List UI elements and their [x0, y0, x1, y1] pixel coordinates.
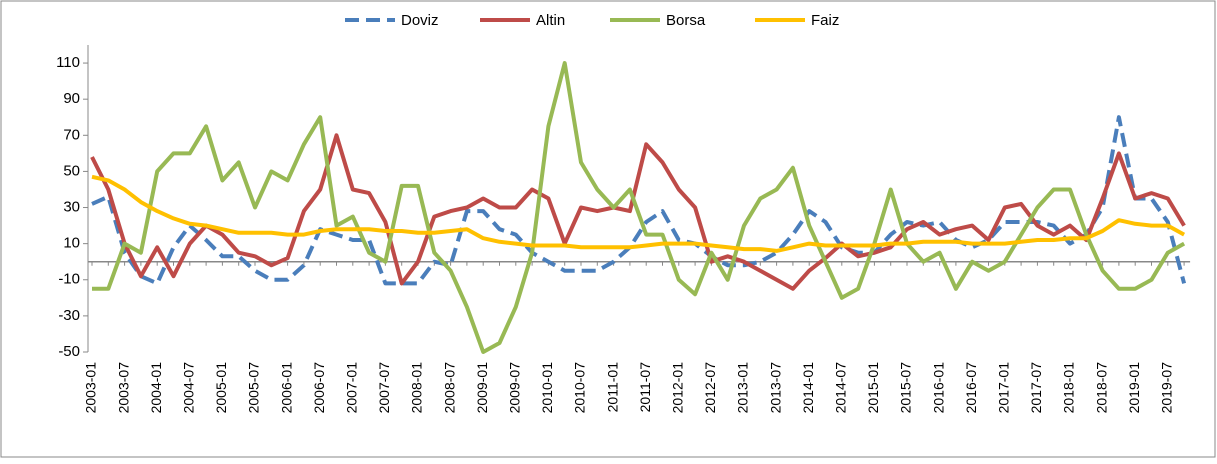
- y-tick-label: 30: [63, 198, 80, 215]
- x-tick-label: 2006-07: [311, 362, 327, 414]
- x-tick-label: 2008-01: [409, 362, 425, 414]
- x-tick-label: 2008-07: [441, 362, 457, 414]
- x-tick-label: 2015-07: [898, 362, 914, 414]
- x-tick-label: 2018-01: [1061, 362, 1077, 414]
- x-tick-label: 2011-01: [604, 362, 620, 413]
- x-tick-label: 2015-01: [865, 362, 881, 414]
- x-tick-label: 2003-01: [83, 362, 99, 414]
- series-line: [91, 174, 1186, 253]
- y-tick-label: -10: [58, 271, 80, 288]
- x-tick-label: 2019-07: [1159, 362, 1175, 414]
- x-tick-label: 2012-01: [670, 362, 686, 414]
- x-tick-label: 2005-07: [246, 362, 262, 414]
- x-tick-label: 2013-07: [767, 362, 783, 414]
- legend-label: Borsa: [666, 12, 706, 29]
- legend-label: Faiz: [811, 12, 839, 29]
- series-line: [92, 61, 1186, 354]
- x-tick-label: 2009-01: [474, 362, 490, 414]
- y-tick-label: 10: [63, 235, 80, 252]
- x-tick-label: 2010-07: [572, 362, 588, 414]
- x-tick-label: 2016-01: [930, 362, 946, 414]
- x-tick-label: 2003-07: [115, 362, 131, 414]
- y-tick-label: 90: [63, 90, 80, 107]
- y-tick-label: 50: [63, 162, 80, 179]
- x-tick-label: 2009-07: [507, 362, 523, 414]
- x-tick-label: 2016-07: [963, 362, 979, 414]
- x-tick-label: 2012-07: [702, 362, 718, 414]
- legend-label: Doviz: [401, 12, 439, 29]
- x-tick-label: 2011-07: [637, 362, 653, 413]
- x-tick-label: 2014-01: [800, 362, 816, 414]
- x-tick-label: 2006-01: [278, 362, 294, 414]
- x-tick-label: 2018-07: [1093, 362, 1109, 414]
- x-tick-label: 2004-01: [148, 362, 164, 414]
- x-tick-label: 2007-07: [376, 362, 392, 414]
- x-tick-label: 2017-07: [1028, 362, 1044, 414]
- y-tick-label: 110: [56, 54, 80, 71]
- y-tick-label: -50: [58, 343, 80, 360]
- y-tick-label: 70: [63, 126, 80, 143]
- x-tick-label: 2017-01: [996, 362, 1012, 414]
- x-tick-label: 2010-01: [539, 362, 555, 414]
- y-tick-label: -30: [58, 307, 80, 324]
- x-tick-label: 2007-01: [344, 362, 360, 414]
- x-tick-label: 2014-07: [833, 362, 849, 414]
- series-line: [90, 133, 1186, 291]
- legend-label: Altin: [536, 12, 565, 29]
- series-line: [91, 115, 1187, 286]
- x-tick-label: 2004-07: [181, 362, 197, 414]
- x-tick-label: 2013-01: [735, 362, 751, 414]
- x-tick-label: 2005-01: [213, 362, 229, 414]
- x-tick-label: 2019-01: [1126, 362, 1142, 414]
